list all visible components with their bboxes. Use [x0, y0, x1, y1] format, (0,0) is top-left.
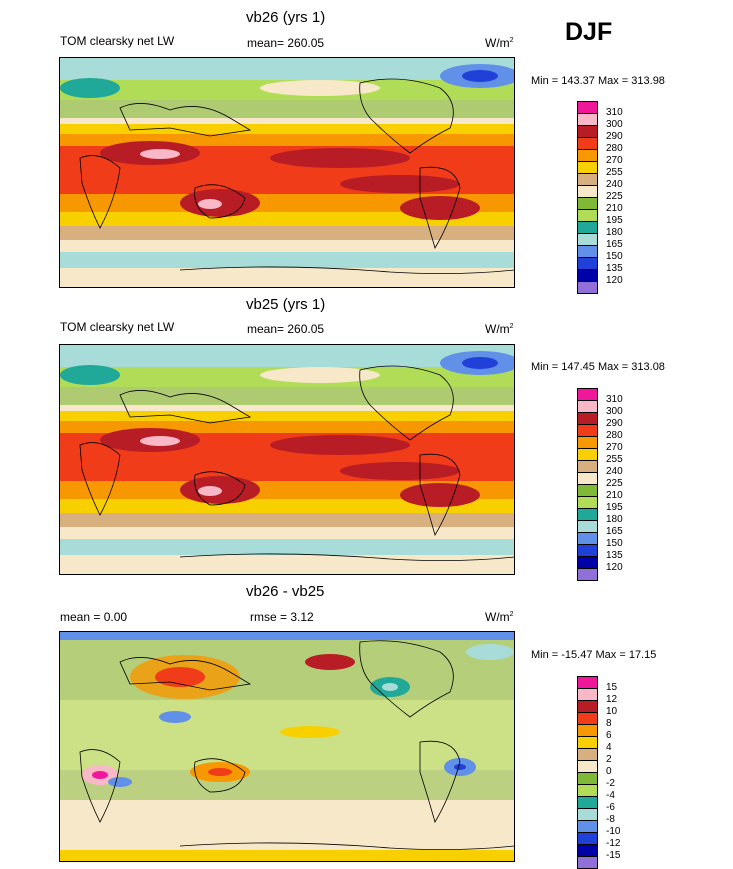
panel2-title: vb25 (yrs 1) [246, 296, 326, 313]
panel2-colorbar-label: 270 [606, 442, 623, 453]
panel3-colorbar-label: 8 [606, 718, 612, 729]
panel3-colorbar-label: -15 [606, 850, 621, 861]
panel1-colorbar-label: 310 [606, 107, 623, 118]
panel1-colorbar-label: 255 [606, 167, 623, 178]
panel3-colorbar-label: -8 [606, 814, 615, 825]
panel1-colorbar-swatch [577, 281, 598, 294]
panel1-colorbar-label: 210 [606, 203, 623, 214]
panel1-colorbar-label: 120 [606, 275, 623, 286]
panel2-colorbar-label: 135 [606, 550, 623, 561]
panel3-colorbar-label: 2 [606, 754, 612, 765]
panel1-colorbar-label: 300 [606, 119, 623, 130]
panel3-mean-label: mean = 0.00 [60, 610, 128, 624]
panel2-colorbar-label: 280 [606, 430, 623, 441]
panel3-colorbar-label: -4 [606, 790, 615, 801]
panel1-colorbar-label: 290 [606, 131, 623, 142]
panel3-colorbar-label: 6 [606, 730, 612, 741]
panel3-colorbar-swatch [577, 856, 598, 869]
panel1-colorbar-label: 135 [606, 263, 623, 274]
panel3-colorbar-label: -2 [606, 778, 615, 789]
panel3-colorbar-label: 0 [606, 766, 612, 777]
panel3-title: vb26 - vb25 [246, 583, 325, 600]
panel2-contour-field [60, 345, 514, 574]
panel3-minmax: Min = -15.47 Max = 17.15 [531, 649, 657, 661]
panel2-minmax: Min = 147.45 Max = 313.08 [531, 361, 665, 373]
panel2-colorbar-label: 240 [606, 466, 623, 477]
panel1-mean-label: mean= 260.05 [247, 36, 325, 50]
panel3-colorbar-label: 10 [606, 706, 618, 717]
panel2-colorbar-label: 310 [606, 394, 623, 405]
panel3-colorbar-label: -6 [606, 802, 615, 813]
panel2-colorbar-label: 225 [606, 478, 623, 489]
panel3-colorbar-label: 15 [606, 682, 618, 693]
panel2-colorbar-label: 290 [606, 418, 623, 429]
panel3-units: W/m2 [485, 610, 514, 624]
panel3-colorbar-label: -10 [606, 826, 621, 837]
panel2-colorbar-swatch [577, 568, 598, 581]
panel3-colorbar-label: -12 [606, 838, 621, 849]
panel3-map [59, 631, 515, 862]
panel1-title: vb26 (yrs 1) [246, 9, 326, 26]
panel2-colorbar-label: 180 [606, 514, 623, 525]
panel2-variable-label: TOM clearsky net LW [60, 320, 175, 334]
panel2-map [59, 344, 515, 575]
panel1-colorbar-label: 240 [606, 179, 623, 190]
panel2-colorbar-label: 195 [606, 502, 623, 513]
panel3-colorbar-label: 12 [606, 694, 618, 705]
panel1-map [59, 57, 515, 288]
panel2-colorbar-label: 165 [606, 526, 623, 537]
panel1-colorbar-label: 225 [606, 191, 623, 202]
panel1-contour-field [60, 58, 514, 287]
panel1-colorbar-label: 150 [606, 251, 623, 262]
panel3-colorbar-label: 4 [606, 742, 612, 753]
panel2-mean-label: mean= 260.05 [247, 322, 325, 336]
panel3-rmse-label: rmse = 3.12 [250, 610, 314, 624]
panel2-colorbar-label: 150 [606, 538, 623, 549]
season-label: DJF [565, 18, 613, 46]
panel1-colorbar-label: 180 [606, 227, 623, 238]
panel2-colorbar-label: 210 [606, 490, 623, 501]
panel1-colorbar-label: 195 [606, 215, 623, 226]
panel2-colorbar-label: 300 [606, 406, 623, 417]
panel1-minmax: Min = 143.37 Max = 313.98 [531, 75, 665, 87]
panel2-units: W/m2 [485, 322, 514, 336]
panel1-colorbar-label: 280 [606, 143, 623, 154]
panel1-variable-label: TOM clearsky net LW [60, 34, 175, 48]
panel1-units: W/m2 [485, 36, 514, 50]
panel1-colorbar-label: 270 [606, 155, 623, 166]
panel3-contour-field [60, 632, 514, 861]
panel2-colorbar-label: 120 [606, 562, 623, 573]
panel2-colorbar-label: 255 [606, 454, 623, 465]
panel1-colorbar-label: 165 [606, 239, 623, 250]
